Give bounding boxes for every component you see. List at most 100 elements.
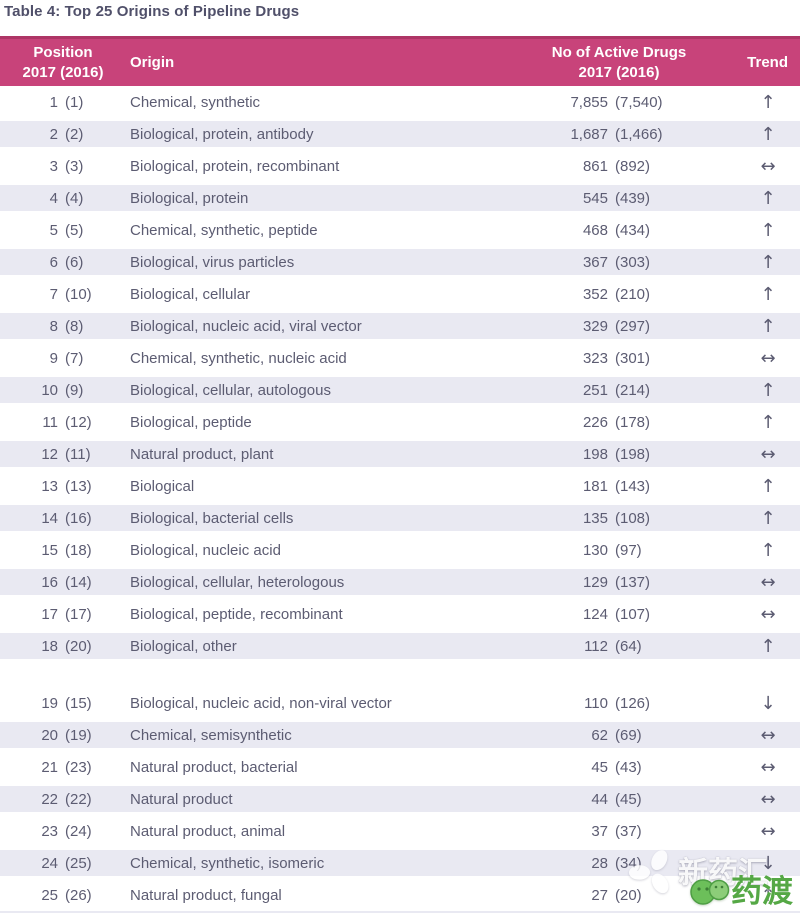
- drugs-2017-cell: 1,687: [570, 125, 608, 143]
- drugs-2016-cell: (301): [615, 349, 651, 367]
- origin-cell: Chemical, synthetic: [130, 93, 261, 111]
- trend-up-icon: ↑: [760, 539, 776, 561]
- position-2017-cell: 9: [49, 349, 58, 367]
- pipeline-origins-table: Position 2017 (2016) Origin No of Active…: [0, 36, 800, 913]
- drugs-2017-cell: 135: [582, 509, 608, 527]
- trend-same-icon: ↔: [760, 788, 776, 810]
- table-row: 12 (11) Natural product, plant 198 (198)…: [0, 438, 800, 470]
- origin-cell: Chemical, synthetic, nucleic acid: [130, 349, 347, 367]
- table-row: 7 (10) Biological, cellular 352 (210) ↑: [0, 278, 800, 310]
- origin-cell: Biological, protein, recombinant: [130, 157, 340, 175]
- position-2017-cell: 3: [49, 157, 58, 175]
- drugs-2017-cell: 367: [582, 253, 608, 271]
- origin-cell: Biological, cellular, heterologous: [130, 573, 345, 591]
- position-2016-cell: (24): [65, 822, 92, 840]
- position-2017-cell: 5: [49, 221, 58, 239]
- position-2016-cell: (5): [65, 221, 84, 239]
- origin-cell: Biological, nucleic acid, non-viral vect…: [130, 694, 392, 712]
- drugs-2017-cell: 27: [591, 886, 608, 904]
- position-2017-cell: 12: [41, 445, 58, 463]
- table-row: 24 (25) Chemical, synthetic, isomeric 28…: [0, 847, 800, 879]
- position-2016-cell: (19): [65, 726, 92, 744]
- position-2016-cell: (4): [65, 189, 84, 207]
- position-2017-cell: 13: [41, 477, 58, 495]
- drugs-2017-cell: 7,855: [570, 93, 608, 111]
- position-2017-cell: 25: [41, 886, 58, 904]
- origin-cell: Biological, bacterial cells: [130, 509, 294, 527]
- origin-cell: Biological, protein, antibody: [130, 125, 314, 143]
- origin-cell: Natural product, fungal: [130, 886, 282, 904]
- position-2017-cell: 1: [49, 93, 58, 111]
- trend-same-icon: ↔: [760, 724, 776, 746]
- table-row: 6 (6) Biological, virus particles 367 (3…: [0, 246, 800, 278]
- drugs-2016-cell: (214): [615, 381, 651, 399]
- rows-group-1: 1 (1) Chemical, synthetic 7,855 (7,540) …: [0, 86, 800, 662]
- position-2017-cell: 16: [41, 573, 58, 591]
- trend-up-icon: ↑: [760, 251, 776, 273]
- position-2016-cell: (16): [65, 509, 92, 527]
- trend-up-icon: ↑: [760, 187, 776, 209]
- page-title: Table 4: Top 25 Origins of Pipeline Drug…: [4, 3, 300, 20]
- drugs-2017-cell: 181: [582, 477, 608, 495]
- position-2017-cell: 23: [41, 822, 58, 840]
- drugs-2016-cell: (37): [615, 822, 642, 840]
- position-2016-cell: (7): [65, 349, 84, 367]
- position-2016-cell: (20): [65, 637, 92, 655]
- origin-cell: Natural product, bacterial: [130, 758, 298, 776]
- origin-cell: Chemical, synthetic, isomeric: [130, 854, 325, 872]
- origin-cell: Natural product, plant: [130, 445, 274, 463]
- origin-cell: Chemical, synthetic, peptide: [130, 221, 318, 239]
- position-2016-cell: (17): [65, 605, 92, 623]
- rows-group-2: 19 (15) Biological, nucleic acid, non-vi…: [0, 687, 800, 911]
- drugs-2016-cell: (434): [615, 221, 651, 239]
- position-2016-cell: (12): [65, 413, 92, 431]
- table-row: 4 (4) Biological, protein 545 (439) ↑: [0, 182, 800, 214]
- drugs-2017-cell: 129: [582, 573, 608, 591]
- position-2017-cell: 7: [49, 285, 58, 303]
- drugs-2016-cell: (303): [615, 253, 651, 271]
- position-2016-cell: (23): [65, 758, 92, 776]
- position-2017-cell: 21: [41, 758, 58, 776]
- table-row: 13 (13) Biological 181 (143) ↑: [0, 470, 800, 502]
- column-header-drugs-line2: 2017 (2016): [578, 63, 660, 81]
- rows-group-gap: [0, 662, 800, 687]
- origin-cell: Biological, nucleic acid: [130, 541, 281, 559]
- table-row: 5 (5) Chemical, synthetic, peptide 468 (…: [0, 214, 800, 246]
- origin-cell: Biological, virus particles: [130, 253, 295, 271]
- drugs-2017-cell: 198: [582, 445, 608, 463]
- trend-same-icon: ↔: [760, 603, 776, 625]
- drugs-2016-cell: (107): [615, 605, 651, 623]
- table-header-row: Position 2017 (2016) Origin No of Active…: [0, 36, 800, 86]
- trend-same-icon: ↔: [760, 820, 776, 842]
- drugs-2016-cell: (20): [615, 886, 642, 904]
- column-header-trend: Trend: [747, 53, 788, 71]
- position-2016-cell: (10): [65, 285, 92, 303]
- position-2017-cell: 15: [41, 541, 58, 559]
- position-2016-cell: (11): [65, 445, 91, 463]
- drugs-2017-cell: 110: [584, 694, 608, 712]
- trend-up-icon: ↑: [760, 123, 776, 145]
- position-2017-cell: 19: [41, 694, 58, 712]
- drugs-2016-cell: (43): [615, 758, 642, 776]
- trend-same-icon: ↔: [760, 155, 776, 177]
- position-2016-cell: (13): [65, 477, 92, 495]
- origin-cell: Biological, cellular: [130, 285, 251, 303]
- position-2016-cell: (26): [65, 886, 92, 904]
- position-2017-cell: 10: [41, 381, 58, 399]
- drugs-2016-cell: (892): [615, 157, 651, 175]
- table-row: 10 (9) Biological, cellular, autologous …: [0, 374, 800, 406]
- position-2017-cell: 24: [41, 854, 58, 872]
- origin-cell: Biological, other: [130, 637, 237, 655]
- trend-down-icon: ↓: [760, 852, 776, 874]
- table-row: 17 (17) Biological, peptide, recombinant…: [0, 598, 800, 630]
- position-2016-cell: (8): [65, 317, 84, 335]
- position-2016-cell: (3): [65, 157, 84, 175]
- position-2016-cell: (18): [65, 541, 92, 559]
- position-2017-cell: 14: [41, 509, 58, 527]
- table-row: 18 (20) Biological, other 112 (64) ↑: [0, 630, 800, 662]
- position-2017-cell: 6: [49, 253, 58, 271]
- column-header-position-line2: 2017 (2016): [22, 63, 104, 81]
- column-header-position-line1: Position: [33, 44, 93, 61]
- drugs-2017-cell: 329: [582, 317, 608, 335]
- trend-same-icon: ↔: [760, 443, 776, 465]
